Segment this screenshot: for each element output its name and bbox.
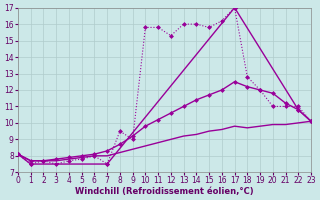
- X-axis label: Windchill (Refroidissement éolien,°C): Windchill (Refroidissement éolien,°C): [75, 187, 254, 196]
